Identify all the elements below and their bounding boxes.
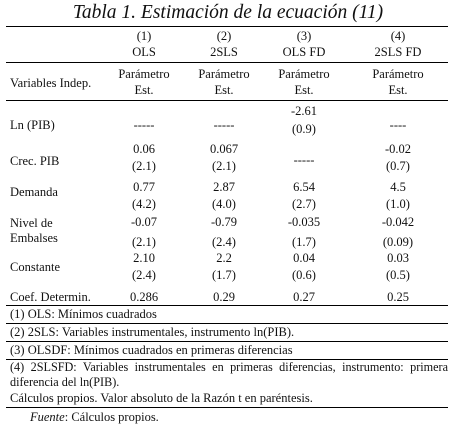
- table-title: Tabla 1. Estimación de la ecuación (11): [72, 2, 384, 23]
- embalses-2slsfd: -0.042: [381, 215, 415, 229]
- r2-2sls: 0.29: [213, 290, 235, 304]
- note-5: Cálculos propios. Valor absoluto de la R…: [10, 391, 313, 405]
- demanda-2slsfd-t: (1.0): [386, 197, 410, 211]
- col-3-param: Parámetro: [278, 67, 330, 81]
- ln-pib-2sls: -----: [213, 118, 235, 132]
- row-header-label: Variables Indep.: [10, 76, 92, 90]
- col-4-number: (4): [390, 29, 406, 43]
- ln-pib-olsfd-t: (0.9): [292, 122, 316, 136]
- demanda-olsfd-t: (2.7): [292, 197, 316, 211]
- note-1: (1) OLS: Mínimos cuadrados: [10, 307, 157, 321]
- col-3-name: OLS FD: [282, 45, 326, 59]
- col-2-param: Parámetro: [198, 67, 250, 81]
- top-rule: [6, 26, 448, 27]
- embalses-2slsfd-t: (0.09): [382, 235, 414, 249]
- crec-pib-2slsfd: -0.02: [384, 142, 412, 156]
- demanda-2sls-t: (4.0): [212, 197, 236, 211]
- col-1-name: OLS: [132, 45, 156, 59]
- source-line: Fuente: Cálculos propios.: [30, 410, 159, 425]
- ln-pib-ols: -----: [133, 118, 155, 132]
- crec-pib-ols: 0.06: [133, 142, 155, 156]
- col-3-est: Est.: [294, 83, 314, 97]
- source-label: Fuente: [30, 410, 65, 424]
- constante-olsfd-t: (0.6): [292, 268, 316, 282]
- note-rule-2: [6, 341, 448, 342]
- demanda-2slsfd: 4.5: [390, 180, 406, 194]
- r2-2slsfd: 0.25: [387, 290, 409, 304]
- embalses-2sls: -0.79: [210, 215, 238, 229]
- notes-bottom-rule: [6, 407, 448, 408]
- header-rule: [6, 62, 448, 63]
- col-2-name: 2SLS: [210, 45, 238, 59]
- row-label-constante: Constante: [10, 260, 60, 274]
- crec-pib-2sls: 0.067: [209, 142, 239, 156]
- col-2-est: Est.: [214, 83, 234, 97]
- demanda-2sls: 2.87: [213, 180, 235, 194]
- note-4: (4) 2SLSFD: Variables instrumentales en …: [10, 360, 448, 389]
- row-label-embalses: Embalses: [10, 231, 58, 245]
- row-label-demanda: Demanda: [10, 185, 58, 199]
- r2-olsfd: 0.27: [293, 290, 315, 304]
- col-4-name: 2SLS FD: [374, 45, 422, 59]
- col-1-param: Parámetro: [118, 67, 170, 81]
- constante-olsfd: 0.04: [293, 251, 315, 265]
- constante-ols-t: (2.4): [132, 268, 156, 282]
- ln-pib-olsfd: -2.61: [290, 104, 318, 118]
- subheader-rule: [6, 100, 448, 101]
- embalses-ols: -0.07: [130, 215, 158, 229]
- embalses-olsfd: -0.035: [287, 215, 321, 229]
- note-rule-1: [6, 323, 448, 324]
- embalses-olsfd-t: (1.7): [292, 235, 316, 249]
- constante-2slsfd: 0.03: [387, 251, 409, 265]
- constante-2sls-t: (1.7): [212, 268, 236, 282]
- col-1-est: Est.: [134, 83, 154, 97]
- source-text: : Cálculos propios.: [64, 410, 159, 424]
- crec-pib-olsfd: -----: [293, 153, 315, 167]
- ln-pib-2slsfd: ----: [389, 118, 407, 132]
- row-label-crec-pib: Crec. PIB: [10, 154, 60, 168]
- constante-2sls: 2.2: [216, 251, 232, 265]
- demanda-ols-t: (4.2): [132, 197, 156, 211]
- col-4-param: Parámetro: [372, 67, 424, 81]
- constante-2slsfd-t: (0.5): [386, 268, 410, 282]
- embalses-ols-t: (2.1): [132, 235, 156, 249]
- col-4-est: Est.: [388, 83, 408, 97]
- col-3-number: (3): [296, 29, 312, 43]
- note-3: (3) OLSDF: Mínimos cuadrados en primeras…: [10, 343, 293, 357]
- col-1-number: (1): [136, 29, 152, 43]
- row-label-coef-determin: Coef. Determin.: [10, 290, 91, 304]
- row-label-ln-pib: Ln (PIB): [10, 118, 55, 132]
- col-2-number: (2): [216, 29, 232, 43]
- crec-pib-ols-t: (2.1): [132, 159, 156, 173]
- demanda-ols: 0.77: [133, 180, 155, 194]
- embalses-2sls-t: (2.4): [212, 235, 236, 249]
- crec-pib-2sls-t: (2.1): [212, 159, 236, 173]
- crec-pib-2slsfd-t: (0.7): [386, 159, 410, 173]
- note-2: (2) 2SLS: Variables instrumentales, inst…: [10, 325, 295, 339]
- row-label-nivel-de: Nivel de: [10, 216, 53, 230]
- demanda-olsfd: 6.54: [293, 180, 315, 194]
- r2-ols: 0.286: [129, 290, 159, 304]
- body-bottom-rule: [6, 305, 448, 306]
- constante-ols: 2.10: [133, 251, 155, 265]
- note-rule-3: [6, 359, 448, 360]
